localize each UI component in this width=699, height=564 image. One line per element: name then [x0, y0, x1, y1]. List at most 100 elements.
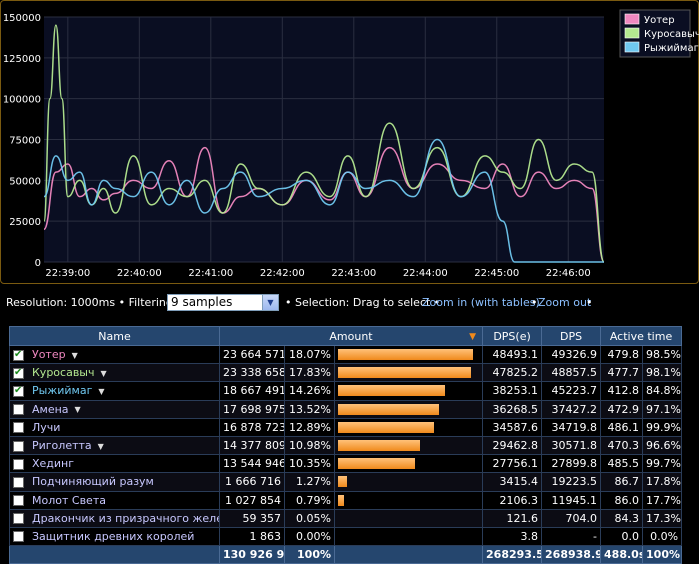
- table-row[interactable]: Лучи 16 878 723 12.89% 34587.6 34719.8 486.1 9…: [9, 417, 683, 437]
- checkbox-icon[interactable]: [13, 531, 24, 543]
- header-dps[interactable]: DPS: [541, 326, 602, 346]
- total-time: 488.0s: [600, 545, 644, 564]
- row-dps: 30571.8: [541, 435, 602, 456]
- row-amount: 23 338 658: [219, 363, 285, 383]
- row-amount: 1 666 716: [219, 472, 285, 492]
- checkbox-icon[interactable]: [13, 513, 24, 525]
- x-tick-label: 22:46:00: [546, 268, 591, 279]
- row-name-cell[interactable]: Хединг: [9, 454, 220, 474]
- series-line-2: [43, 24, 605, 263]
- x-axis-ticks: 22:39:00 22:40:00 22:41:00 22:42:00 22:43:00…: [45, 268, 590, 279]
- filter-select[interactable]: 9 samples ▼: [167, 294, 279, 311]
- row-name-cell[interactable]: Риголетта ▼: [9, 435, 220, 456]
- row-time-pct: 17.7%: [642, 490, 683, 510]
- checkbox-icon[interactable]: [13, 349, 24, 361]
- triangle-down-icon[interactable]: ▼: [71, 350, 78, 360]
- separator: •: [531, 296, 538, 309]
- total-amount: 130 926 963: [219, 545, 285, 564]
- row-name: Амена: [32, 402, 69, 416]
- table-row[interactable]: Дракончик из призрачного железа 59 357 0.0…: [9, 508, 683, 528]
- row-pct: 18.07%: [284, 344, 335, 365]
- row-pct: 0.05%: [284, 508, 335, 528]
- row-name-cell[interactable]: Рыжиймаг ▼: [9, 381, 220, 401]
- row-dps: 45223.7: [541, 381, 602, 401]
- checkbox-icon[interactable]: [13, 367, 24, 379]
- row-name-cell[interactable]: Дракончик из призрачного железа: [9, 508, 220, 528]
- row-name: Куросавыч: [32, 366, 95, 380]
- row-name: Защитник древних королей: [32, 529, 195, 543]
- row-time: 485.5: [600, 454, 644, 474]
- checkbox-icon[interactable]: [13, 476, 24, 488]
- row-pct: 10.35%: [284, 454, 335, 474]
- header-active-time[interactable]: Active time: [600, 326, 683, 346]
- amount-bar: [338, 367, 471, 379]
- triangle-down-icon[interactable]: ▼: [98, 386, 105, 396]
- row-bar-cell: [333, 508, 484, 528]
- table-row[interactable]: Молот Света 1 027 854 0.79% 2106.3 11945.1 86…: [9, 490, 683, 510]
- row-amount: 16 878 723: [219, 417, 285, 437]
- dropdown-arrow-icon[interactable]: ▼: [262, 295, 278, 310]
- row-name-cell[interactable]: Молот Света: [9, 490, 220, 510]
- table-row[interactable]: Риголетта ▼ 14 377 809 10.98% 29462.8 30571.8…: [9, 435, 683, 456]
- triangle-down-icon[interactable]: ▼: [74, 405, 81, 415]
- row-time-pct: 99.9%: [642, 417, 683, 437]
- header-dpse[interactable]: DPS(e): [482, 326, 543, 346]
- row-dps: -: [541, 526, 602, 547]
- row-name-cell[interactable]: Амена ▼: [9, 399, 220, 419]
- row-time-pct: 98.5%: [642, 344, 683, 365]
- row-name-cell[interactable]: Уотер ▼: [9, 344, 220, 365]
- selection-label: • Selection: Drag to select •: [285, 296, 441, 309]
- row-time: 470.3: [600, 435, 644, 456]
- x-tick-label: 22:45:00: [474, 268, 519, 279]
- triangle-down-icon[interactable]: ▼: [100, 368, 107, 378]
- row-name-cell[interactable]: Защитник древних королей: [9, 526, 220, 547]
- row-name-cell[interactable]: Подчиняющий разум: [9, 472, 220, 492]
- row-name-cell[interactable]: Лучи: [9, 417, 220, 437]
- table-row[interactable]: Хединг 13 544 946 10.35% 27756.1 27899.8 485.…: [9, 454, 683, 474]
- checkbox-icon[interactable]: [13, 385, 24, 397]
- checkbox-icon[interactable]: [13, 404, 24, 416]
- x-tick-label: 22:40:00: [117, 268, 162, 279]
- legend-swatch: [624, 41, 640, 53]
- x-tick-label: 22:42:00: [260, 268, 305, 279]
- row-name-cell[interactable]: Куросавыч ▼: [9, 363, 220, 383]
- legend-swatch: [624, 27, 640, 39]
- damage-table: Name Amount ▼ DPS(e) DPS Active time Уот…: [9, 326, 683, 564]
- table-row[interactable]: Подчиняющий разум 1 666 716 1.27% 3415.4 192…: [9, 472, 683, 492]
- zoom-out-link[interactable]: Zoom out: [538, 296, 592, 309]
- row-amount: 13 544 946: [219, 454, 285, 474]
- amount-bar: [338, 385, 445, 397]
- row-dpse: 47825.2: [482, 363, 543, 383]
- table-row[interactable]: Защитник древних королей 1 863 0.00% 3.8-0.…: [9, 526, 683, 547]
- legend-swatch: [624, 13, 640, 25]
- checkbox-icon[interactable]: [13, 495, 24, 507]
- table-row[interactable]: Амена ▼ 17 698 975 13.52% 36268.5 37427.2 472.…: [9, 399, 683, 419]
- checkbox-icon[interactable]: [13, 422, 24, 434]
- amount-bar: [338, 349, 473, 361]
- filter-value: 9 samples: [171, 295, 233, 309]
- total-pct: 100%: [284, 545, 335, 564]
- row-time: 0.0: [600, 526, 644, 547]
- row-dps: 27899.8: [541, 454, 602, 474]
- row-time: 84.3: [600, 508, 644, 528]
- series-lines: [43, 24, 605, 263]
- checkbox-icon[interactable]: [13, 440, 24, 452]
- checkbox-icon[interactable]: [13, 458, 24, 470]
- row-time-pct: 98.1%: [642, 363, 683, 383]
- row-dpse: 3.8: [482, 526, 543, 547]
- row-dpse: 29462.8: [482, 435, 543, 456]
- dps-line-chart[interactable]: 150000 125000 100000 75000 50000 25000 0 22:39…: [0, 0, 699, 282]
- zoom-in-link[interactable]: Zoom in (with tables): [422, 296, 540, 309]
- row-bar-cell: [333, 344, 484, 365]
- row-dpse: 38253.1: [482, 381, 543, 401]
- total-bar-cell: [333, 545, 484, 564]
- header-amount[interactable]: Amount ▼: [218, 326, 484, 346]
- row-name: Хединг: [32, 457, 75, 471]
- row-dps: 49326.9: [541, 344, 602, 365]
- header-name[interactable]: Name: [9, 326, 220, 346]
- triangle-down-icon[interactable]: ▼: [97, 441, 104, 451]
- row-time-pct: 84.8%: [642, 381, 683, 401]
